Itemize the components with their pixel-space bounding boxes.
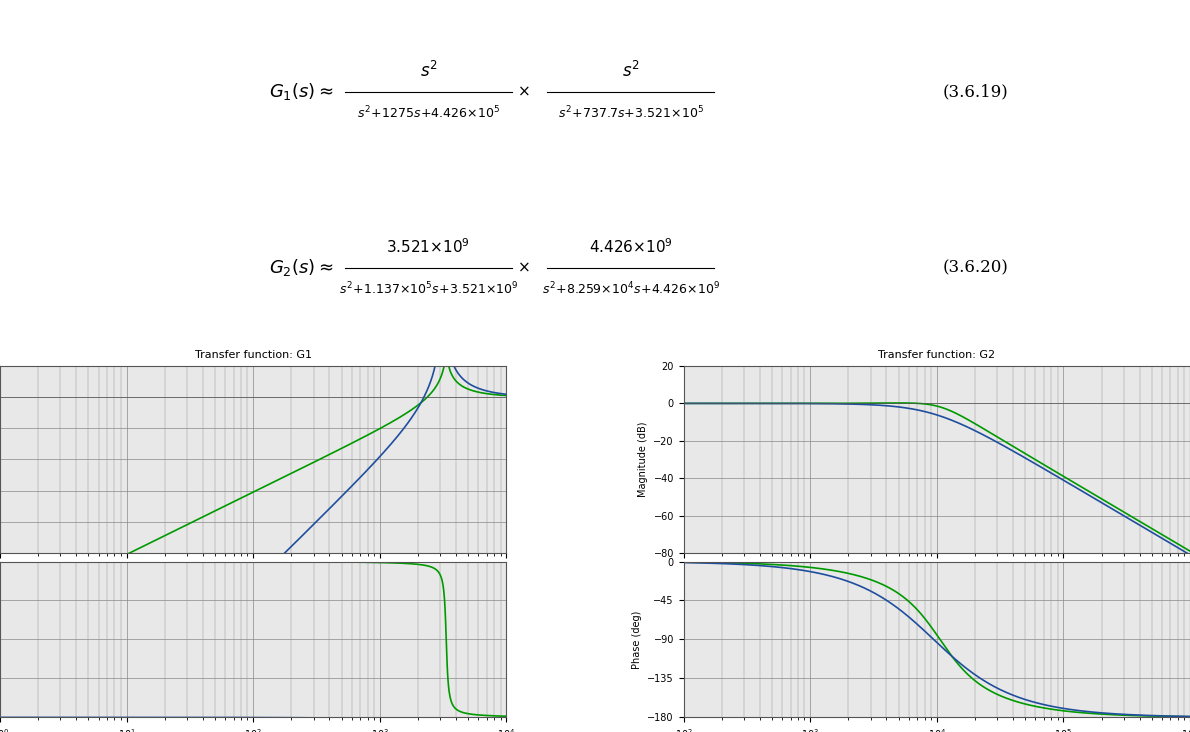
Text: $G_1(s) \approx$: $G_1(s) \approx$ (269, 81, 333, 102)
Text: $4.426{\times}10^9$: $4.426{\times}10^9$ (589, 237, 672, 256)
Text: $s^2 \!+\!1.137{\times}10^5 s\!+\!3.521{\times}10^9$: $s^2 \!+\!1.137{\times}10^5 s\!+\!3.521{… (339, 280, 518, 297)
Text: $3.521{\times}10^9$: $3.521{\times}10^9$ (387, 237, 470, 256)
Text: $s^2 \!+\!8.259{\times}10^4 s\!+\!4.426{\times}10^9$: $s^2 \!+\!8.259{\times}10^4 s\!+\!4.426{… (541, 280, 720, 297)
Text: (3.6.19): (3.6.19) (942, 83, 1009, 100)
Y-axis label: Phase (deg): Phase (deg) (632, 610, 641, 668)
Text: $G_2(s) \approx$: $G_2(s) \approx$ (269, 257, 333, 278)
Y-axis label: Magnitude (dB): Magnitude (dB) (638, 422, 647, 497)
Title: Transfer function: G1: Transfer function: G1 (195, 350, 312, 359)
Text: $s^2 \!+\!737.7s\!+\!3.521{\times}10^5$: $s^2 \!+\!737.7s\!+\!3.521{\times}10^5$ (558, 105, 703, 122)
Text: (3.6.20): (3.6.20) (942, 259, 1009, 276)
Text: $s^2 \!+\!1275s\!+\!4.426{\times}10^5$: $s^2 \!+\!1275s\!+\!4.426{\times}10^5$ (357, 105, 500, 122)
Text: $s^2$: $s^2$ (622, 61, 639, 81)
Text: $\times$: $\times$ (518, 261, 530, 274)
Text: $s^2$: $s^2$ (420, 61, 437, 81)
Text: $\times$: $\times$ (518, 85, 530, 99)
Title: Transfer function: G2: Transfer function: G2 (878, 350, 995, 359)
